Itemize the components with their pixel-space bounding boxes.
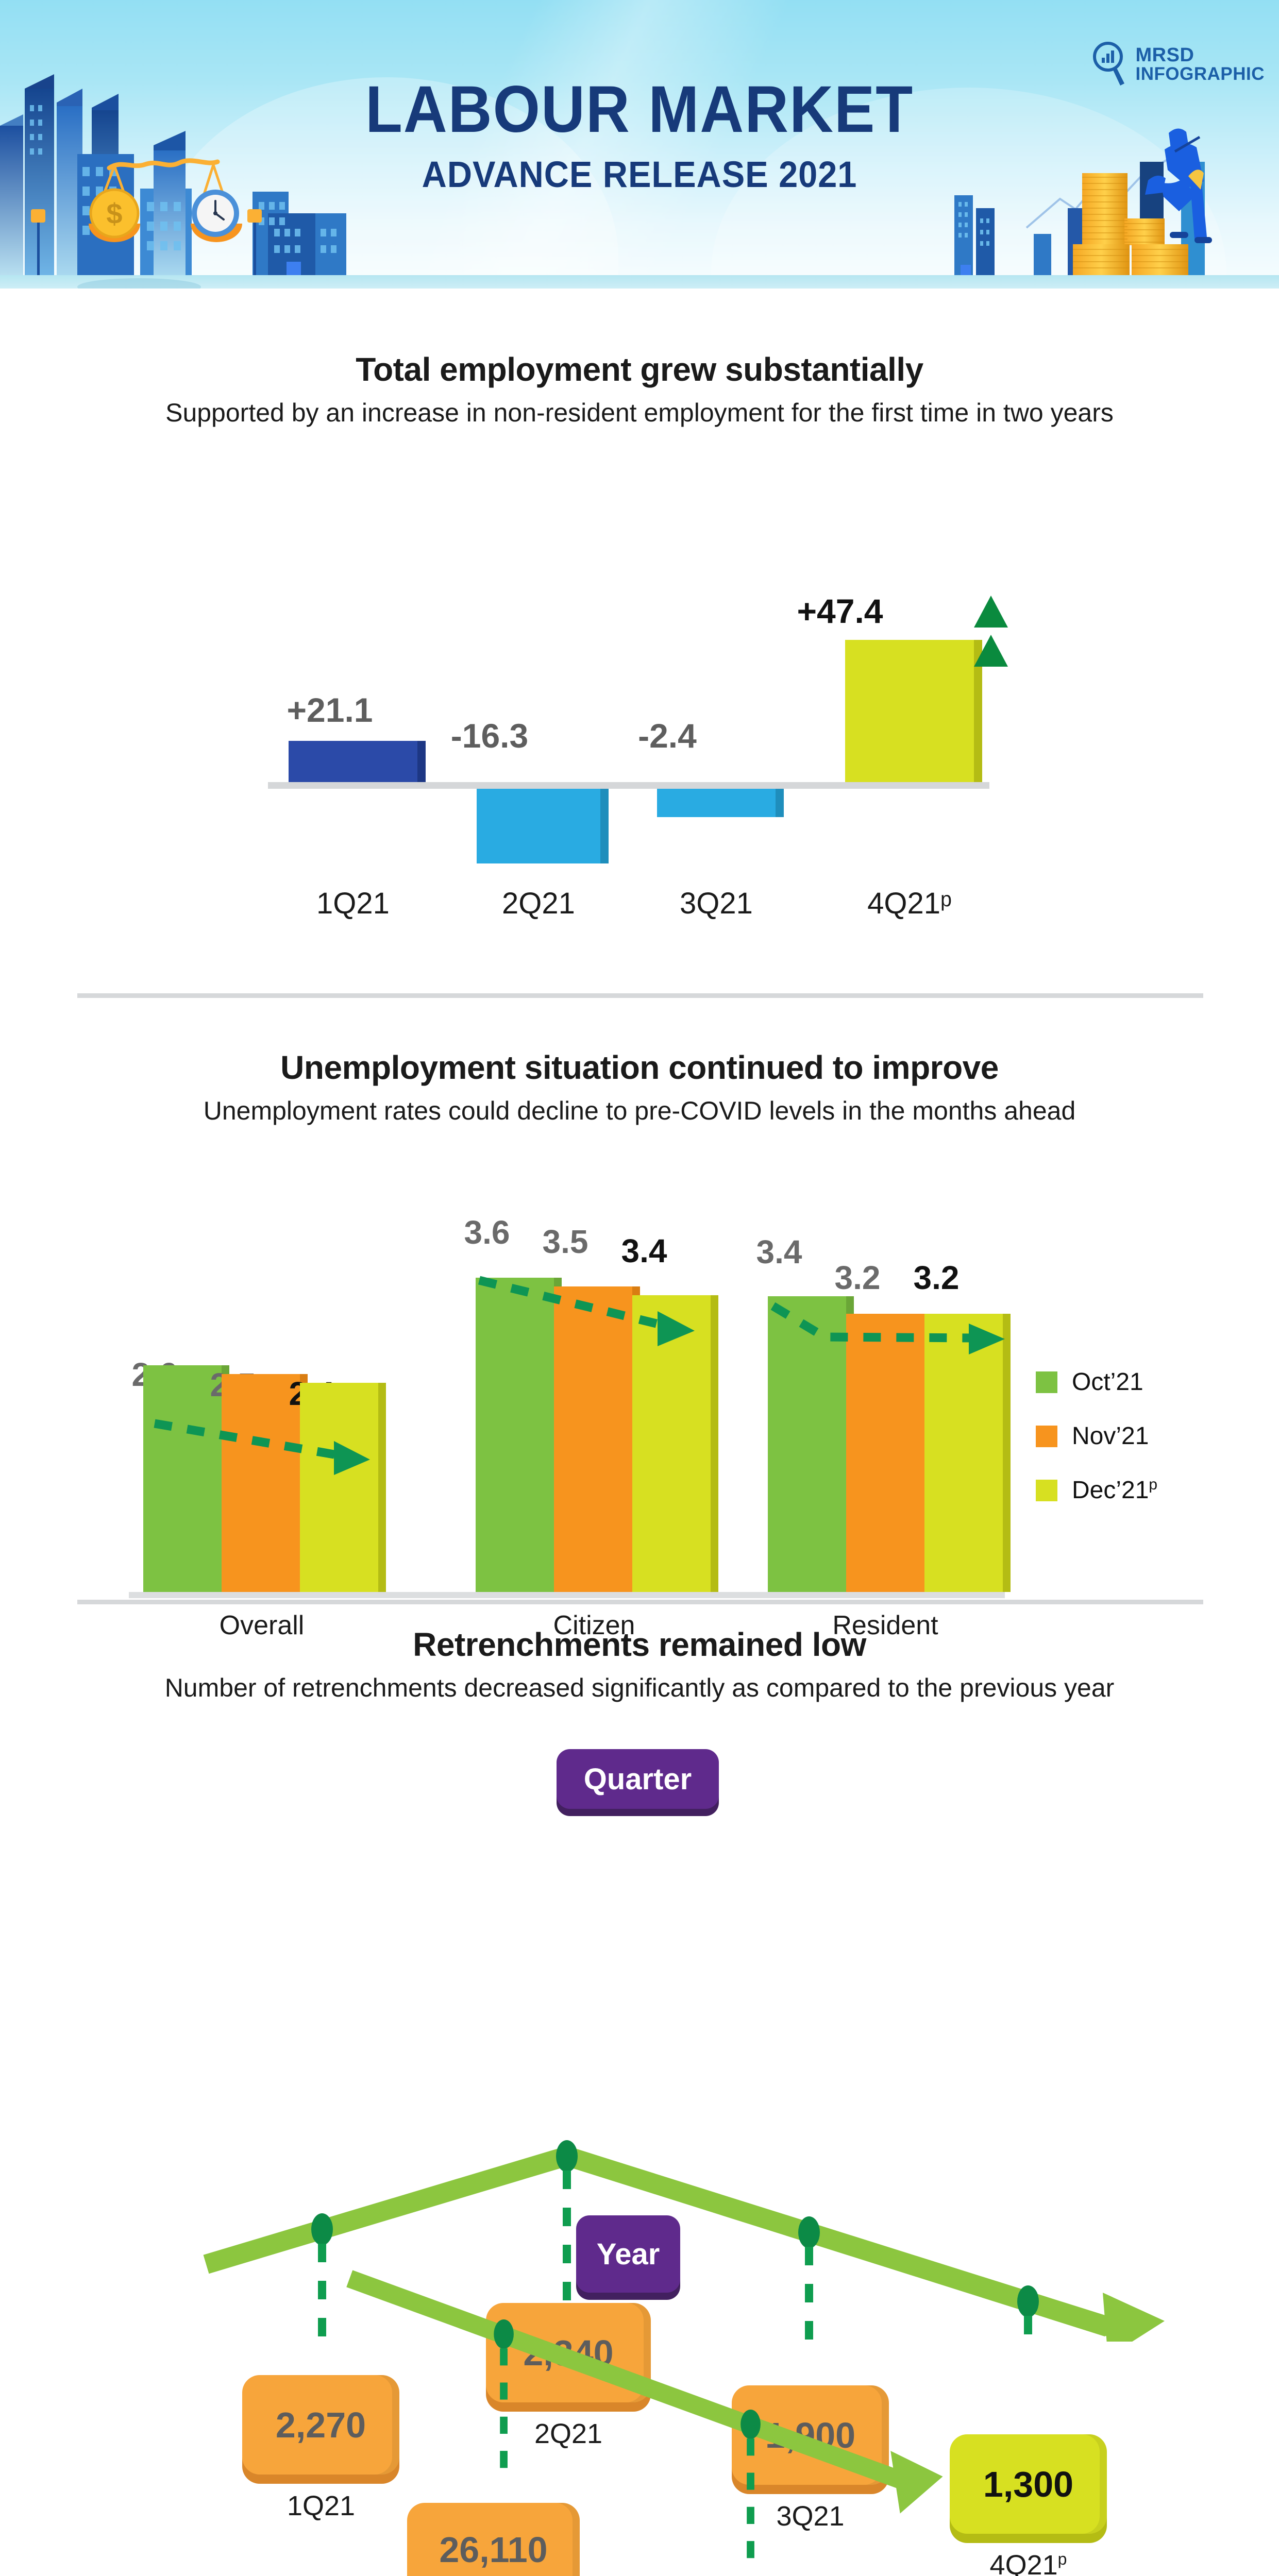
chart1-bar-1q21 [289,741,426,782]
chart1-category-3q21: 3Q21 [680,887,753,920]
section-unemployment: Unemployment situation continued to impr… [0,1048,1279,1640]
header-baseline [0,275,1279,289]
chart2-category-resident: Resident [832,1611,938,1640]
chart1-category-1q21: 1Q21 [316,887,390,920]
header-sheen [0,0,1279,289]
retrenchment-callout-1q21: 2,270 [242,2375,399,2475]
chart1-zero-axis [268,782,989,789]
legend-swatch-dec21 [1036,1479,1057,1501]
chart2-value-citizen-oct: 3.6 [464,1214,510,1251]
chart2-bar-resident-nov [846,1314,932,1592]
chart1-value-2q21: -16.3 [450,717,529,755]
chart1-value-3q21: -2.4 [638,717,697,755]
svg-text:$: $ [106,197,122,230]
section1-subtitle: Supported by an increase in non-resident… [165,398,1114,427]
legend-swatch-oct21 [1036,1371,1057,1393]
chart1-value-4q21: +47.4 [797,592,883,630]
section2-subtitle: Unemployment rates could decline to pre-… [203,1096,1076,1125]
retrenchment-period-2q21: 2Q21 [534,2418,603,2449]
chart1-bar-4q21 [845,640,982,782]
chart2-value-resident-oct: 3.4 [756,1233,802,1270]
chart2-bar-citizen-dec [632,1295,718,1592]
legend-item-nov21: Nov’21 [1036,1422,1157,1450]
legend-item-oct21: Oct’21 [1036,1368,1157,1396]
magnifier-bar-chart-icon [1092,42,1124,86]
chart2-value-citizen-nov: 3.5 [542,1223,588,1260]
chart2-value-citizen-dec: 3.4 [621,1232,667,1269]
retrenchment-period-4q21: 4Q21p [989,2550,1067,2576]
mrsd-label-line1: MRSD [1135,44,1194,66]
legend-swatch-nov21 [1036,1425,1057,1447]
chart1-category-4q21: 4Q21ᵖ [867,887,952,920]
header-banner: $ [0,0,1279,289]
chart1-value-1q21: +21.1 [287,691,373,729]
chart2-category-citizen: Citizen [553,1611,635,1640]
quarter-trend-line [203,2140,1165,2342]
title-block: LABOUR MARKET ADVANCE RELEASE 2021 [0,76,1279,196]
year-badge: Year [576,2215,680,2293]
chart2-category-overall: Overall [219,1611,305,1640]
section1-title: Total employment grew substantially [356,351,923,388]
chart2-legend: Oct’21 Nov’21 Dec’21p [1036,1368,1157,1530]
chart1-category-2q21: 2Q21 [502,887,575,920]
legend-item-dec21: Dec’21p [1036,1476,1157,1504]
mrsd-infographic-badge: MRSD INFOGRAPHIC [1091,40,1265,88]
up-arrow-icon-bottom [974,635,1008,667]
year-trend-line [346,2270,943,2566]
section-divider-2 [77,1600,1203,1604]
retrenchment-callout-2020: 26,110 [407,2503,580,2576]
up-arrow-icon-top [974,596,1008,628]
retrenchment-period-3q21: 3Q21 [776,2501,845,2532]
chart2-value-resident-nov: 3.2 [834,1259,881,1296]
legend-label-nov21: Nov’21 [1072,1422,1149,1450]
section-divider-1 [77,993,1203,998]
quarter-badge: Quarter [557,1749,719,1809]
retrenchment-callout-4q21: 1,300 [950,2434,1107,2534]
chart2-bar-citizen-oct [476,1278,562,1592]
unemployment-bar-chart: 2.6 2.5 2.4 Overall 3.6 3.5 3.4 [0,1157,1279,1640]
section2-title: Unemployment situation continued to impr… [280,1049,999,1086]
chart2-bar-resident-oct [768,1296,854,1592]
growth-coins-illustration [954,128,1212,275]
page-title: LABOUR MARKET [365,73,914,146]
section3-title: Retrenchments remained low [413,1626,866,1663]
header-ground-ellipse [77,278,201,289]
legend-label-oct21: Oct’21 [1072,1368,1143,1396]
retrenchment-period-1q21: 1Q21 [287,2490,356,2521]
retrenchment-year-chart: Year 26,110 2020 7,820 2021 [0,2205,1279,2576]
chart1-bar-2q21 [477,789,609,863]
section-total-employment: Total employment grew substantially Supp… [0,350,1279,989]
section3-subtitle: Number of retrenchments decreased signif… [164,1673,1115,1702]
mrsd-label-line2: INFOGRAPHIC [1135,63,1265,84]
chart2-bar-overall-dec [300,1383,386,1592]
chart2-value-resident-dec: 3.2 [913,1259,960,1296]
employment-bar-chart: +21.1 -16.3 -2.4 +47.4 [0,474,1279,989]
legend-label-dec21: Dec’21p [1072,1476,1158,1504]
page-subtitle: ADVANCE RELEASE 2021 [422,154,857,195]
chart2-bar-citizen-nov [554,1286,640,1592]
city-skyline-left-illustration: $ [0,74,346,275]
chart2-baseline-axis [129,1592,1005,1598]
chart1-bar-3q21 [657,789,784,817]
chart2-bar-resident-dec [924,1314,1011,1592]
